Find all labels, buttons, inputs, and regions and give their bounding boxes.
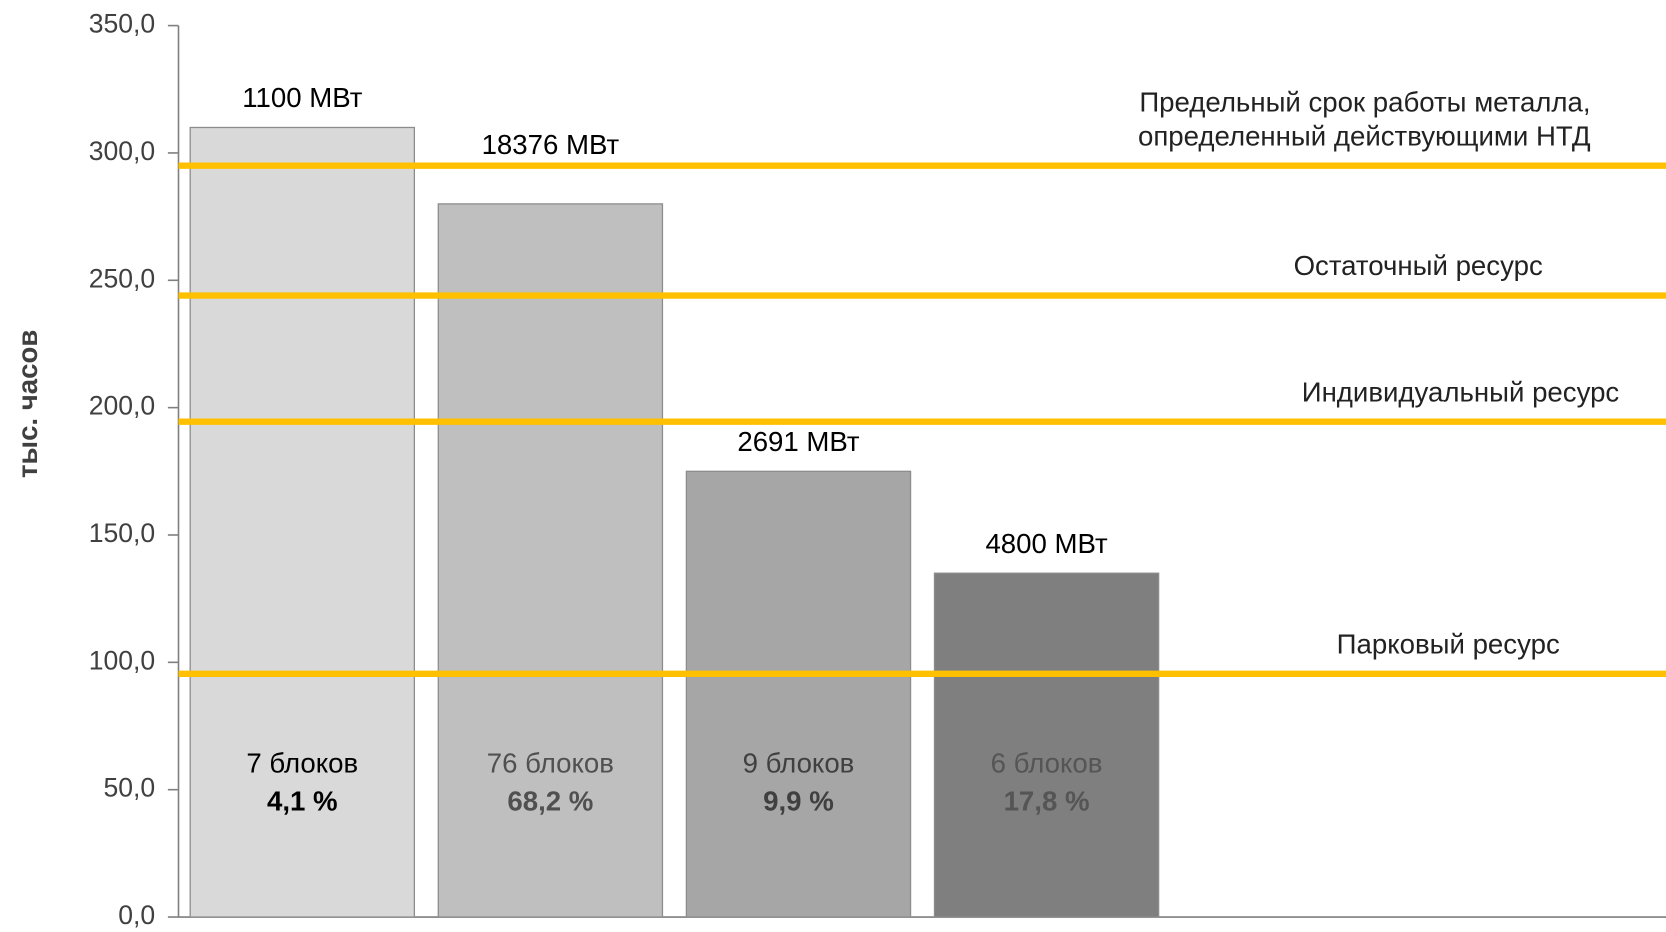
y-axis-label: тыс. часов (12, 330, 43, 478)
block-label: 6 блоков (991, 747, 1103, 778)
block-label: 9 блоков (743, 747, 855, 778)
share-label: 68,2 % (507, 786, 593, 817)
y-tick-label: 250,0 (89, 263, 155, 293)
bar (437, 203, 664, 918)
y-tick-label: 350,0 (89, 9, 155, 39)
reference-label: Остаточный ресурс (1294, 250, 1543, 281)
y-tick-label: 200,0 (89, 391, 155, 421)
block-label: 76 блоков (487, 747, 614, 778)
bar (933, 572, 1160, 918)
share-label: 17,8 % (1004, 786, 1090, 817)
y-tick-label: 50,0 (103, 773, 155, 803)
share-label: 9,9 % (763, 786, 834, 817)
y-tick-label: 300,0 (89, 136, 155, 166)
reference-label: Парковый ресурс (1337, 628, 1560, 659)
y-tick-label: 0,0 (118, 900, 155, 930)
bar-label: 2691 МВт (737, 426, 860, 457)
y-tick-label: 150,0 (89, 518, 155, 548)
reference-label: Предельный срок работы металла, (1139, 86, 1590, 117)
bar-label: 1100 МВт (242, 82, 363, 113)
reference-label: Индивидуальный ресурс (1302, 376, 1620, 407)
block-label: 7 блоков (246, 747, 358, 778)
share-label: 4,1 % (267, 786, 338, 817)
bar-label: 4800 МВт (985, 528, 1108, 559)
y-tick-label: 100,0 (89, 645, 155, 675)
bar (685, 470, 912, 918)
bar-label: 18376 МВт (482, 129, 620, 160)
bar (189, 126, 416, 918)
reference-label: определенный действующими НТД (1138, 120, 1591, 151)
